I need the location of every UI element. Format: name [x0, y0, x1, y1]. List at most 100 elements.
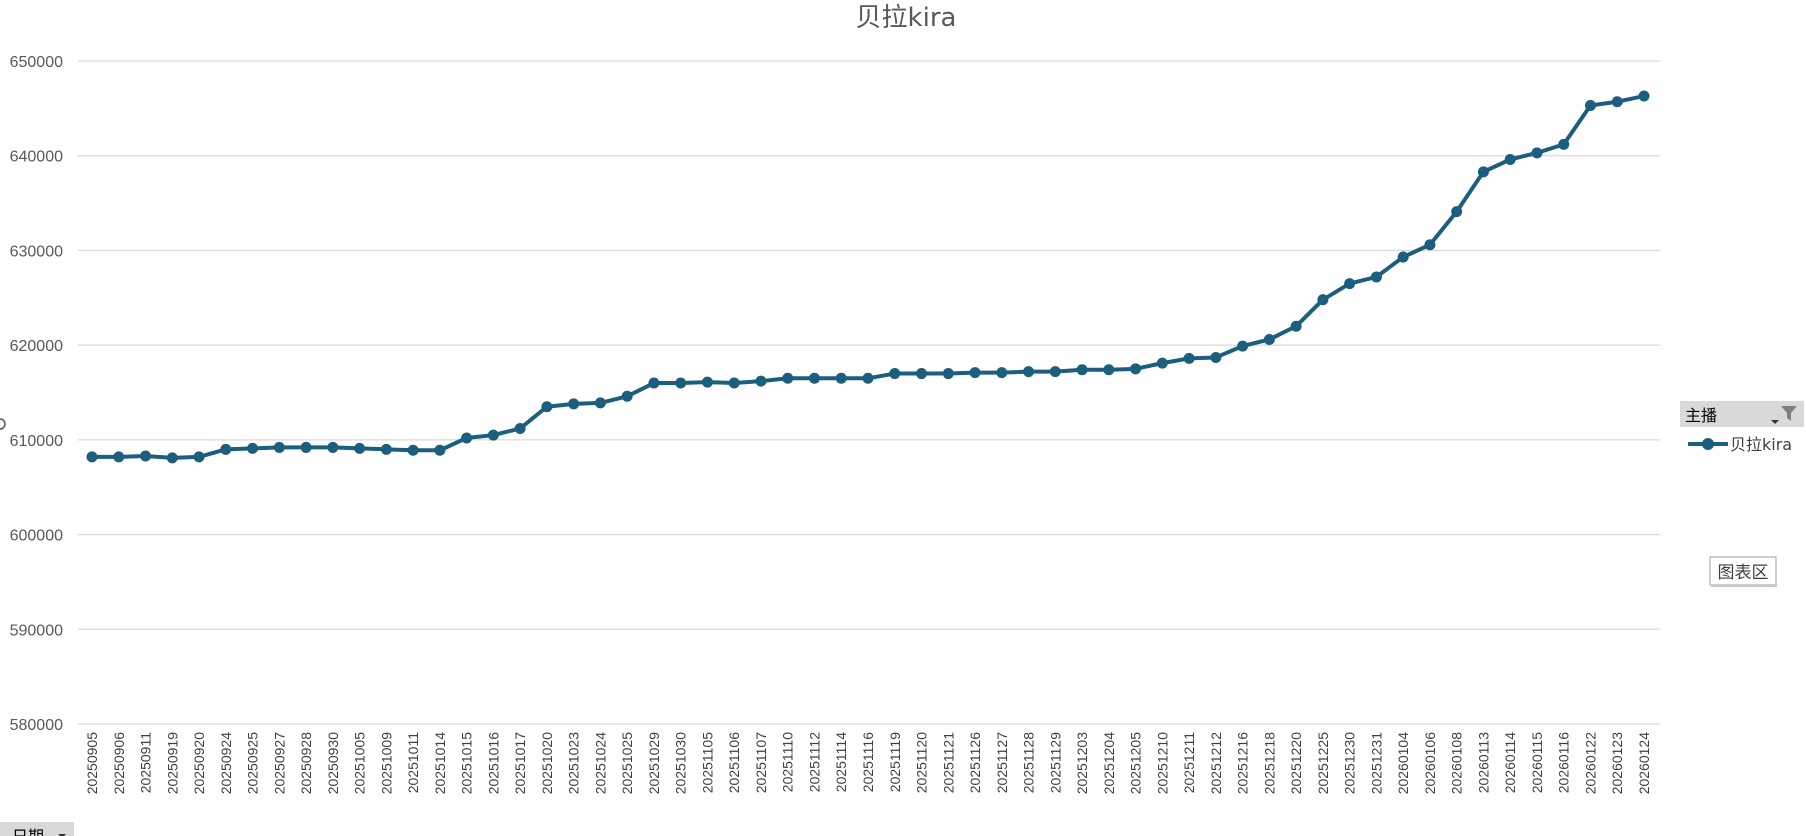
x-tick-label: 20251107 — [753, 732, 769, 793]
data-point[interactable] — [648, 377, 660, 389]
data-point[interactable] — [728, 377, 740, 389]
data-point[interactable] — [1424, 239, 1436, 251]
data-point[interactable] — [514, 422, 526, 434]
y-tick-label: 640000 — [10, 149, 63, 166]
data-point[interactable] — [1638, 90, 1650, 102]
dropdown-arrow-icon[interactable] — [1771, 420, 1779, 424]
data-point[interactable] — [1477, 166, 1489, 178]
gridlines — [78, 60, 1660, 725]
data-point[interactable] — [942, 368, 954, 380]
data-point[interactable] — [621, 390, 633, 402]
data-point[interactable] — [1210, 351, 1222, 363]
x-tick-label: 20260116 — [1556, 732, 1572, 793]
legend-field-button[interactable]: 主播 — [1680, 401, 1804, 427]
tooltip-text: 图表区 — [1718, 563, 1769, 583]
x-tick-label: 20251116 — [860, 732, 876, 792]
x-tick-label: 20260106 — [1422, 732, 1438, 795]
data-point[interactable] — [273, 441, 285, 453]
x-tick-label: 20250905 — [84, 732, 100, 795]
x-tick-label: 20250927 — [271, 732, 287, 795]
data-point[interactable] — [434, 444, 446, 456]
data-point[interactable] — [969, 367, 981, 379]
data-point[interactable] — [916, 368, 928, 380]
data-point[interactable] — [140, 450, 152, 462]
data-point[interactable] — [755, 375, 767, 387]
data-point[interactable] — [1237, 340, 1249, 352]
data-point[interactable] — [487, 429, 499, 441]
data-point[interactable] — [220, 443, 232, 455]
x-tick-label: 20251120 — [914, 732, 930, 793]
x-tick-label: 20251105 — [699, 732, 715, 793]
chart-area-tooltip: 图表区 — [1709, 556, 1777, 587]
data-point[interactable] — [862, 372, 874, 384]
y-axis-ticks: 650000 640000 630000 620000 610000 600000 5900… — [10, 54, 63, 734]
data-point[interactable] — [808, 372, 820, 384]
legend-series-marker — [1702, 438, 1714, 450]
x-tick-label: 20260115 — [1529, 732, 1545, 793]
data-point[interactable] — [1451, 206, 1463, 218]
x-tick-label: 20260108 — [1449, 732, 1465, 795]
data-point[interactable] — [1076, 364, 1088, 376]
x-tick-label: 20251025 — [619, 732, 635, 795]
data-point[interactable] — [380, 443, 392, 455]
x-tick-label: 20250911 — [138, 732, 154, 793]
data-point[interactable] — [1558, 138, 1570, 150]
data-point[interactable] — [166, 452, 178, 464]
data-point[interactable] — [113, 451, 125, 463]
data-point[interactable] — [1023, 366, 1035, 378]
x-tick-label: 20251114 — [833, 732, 849, 792]
axis-field-button[interactable]: 日期 — [0, 822, 74, 836]
data-point[interactable] — [835, 372, 847, 384]
edge-resize-handle-icon[interactable] — [0, 418, 6, 430]
data-point[interactable] — [327, 441, 339, 453]
data-point[interactable] — [996, 367, 1008, 379]
data-point[interactable] — [889, 368, 901, 380]
x-tick-label: 20260113 — [1475, 732, 1491, 793]
data-point[interactable] — [541, 401, 553, 413]
data-point[interactable] — [1531, 147, 1543, 159]
data-point[interactable] — [1611, 96, 1623, 108]
data-point[interactable] — [1049, 366, 1061, 378]
data-point[interactable] — [193, 451, 205, 463]
x-tick-label: 20250928 — [298, 732, 314, 795]
data-point[interactable] — [1183, 352, 1195, 364]
data-point[interactable] — [1504, 154, 1516, 166]
x-tick-label: 20251129 — [1047, 732, 1063, 793]
data-point[interactable] — [594, 397, 606, 409]
x-tick-label: 20251119 — [887, 732, 903, 792]
legend-field-label: 主播 — [1685, 406, 1717, 425]
x-tick-label: 20251205 — [1128, 732, 1144, 795]
data-point[interactable] — [461, 432, 473, 444]
x-tick-label: 20251023 — [566, 732, 582, 795]
x-tick-label: 20251016 — [485, 732, 501, 795]
data-point[interactable] — [1370, 271, 1382, 283]
legend-field-button-bg — [1680, 401, 1804, 427]
data-point[interactable] — [701, 376, 713, 388]
x-tick-label: 20251110 — [780, 732, 796, 792]
y-tick-label: 580000 — [10, 717, 63, 734]
x-tick-label: 20251225 — [1315, 732, 1331, 795]
data-point[interactable] — [1263, 333, 1275, 345]
data-point[interactable] — [247, 442, 259, 454]
data-point[interactable] — [1344, 278, 1356, 290]
chart-title: 贝拉kira — [856, 3, 957, 33]
x-tick-label: 20251126 — [967, 732, 983, 793]
data-point[interactable] — [1397, 251, 1409, 263]
data-point[interactable] — [1103, 364, 1115, 376]
data-point[interactable] — [1317, 294, 1329, 306]
data-point[interactable] — [1130, 363, 1142, 375]
x-tick-label: 20260114 — [1502, 732, 1518, 793]
filter-icon[interactable] — [1781, 406, 1797, 421]
data-point[interactable] — [782, 372, 794, 384]
data-point[interactable] — [354, 442, 366, 454]
data-point[interactable] — [1156, 357, 1168, 369]
data-point[interactable] — [1290, 320, 1302, 332]
data-point[interactable] — [407, 444, 419, 456]
data-point[interactable] — [86, 451, 98, 463]
y-tick-label: 610000 — [10, 433, 63, 450]
data-point[interactable] — [300, 441, 312, 453]
data-point[interactable] — [675, 377, 687, 389]
data-point[interactable] — [1584, 100, 1596, 112]
data-point[interactable] — [568, 398, 580, 410]
x-tick-label: 20260104 — [1395, 732, 1411, 795]
